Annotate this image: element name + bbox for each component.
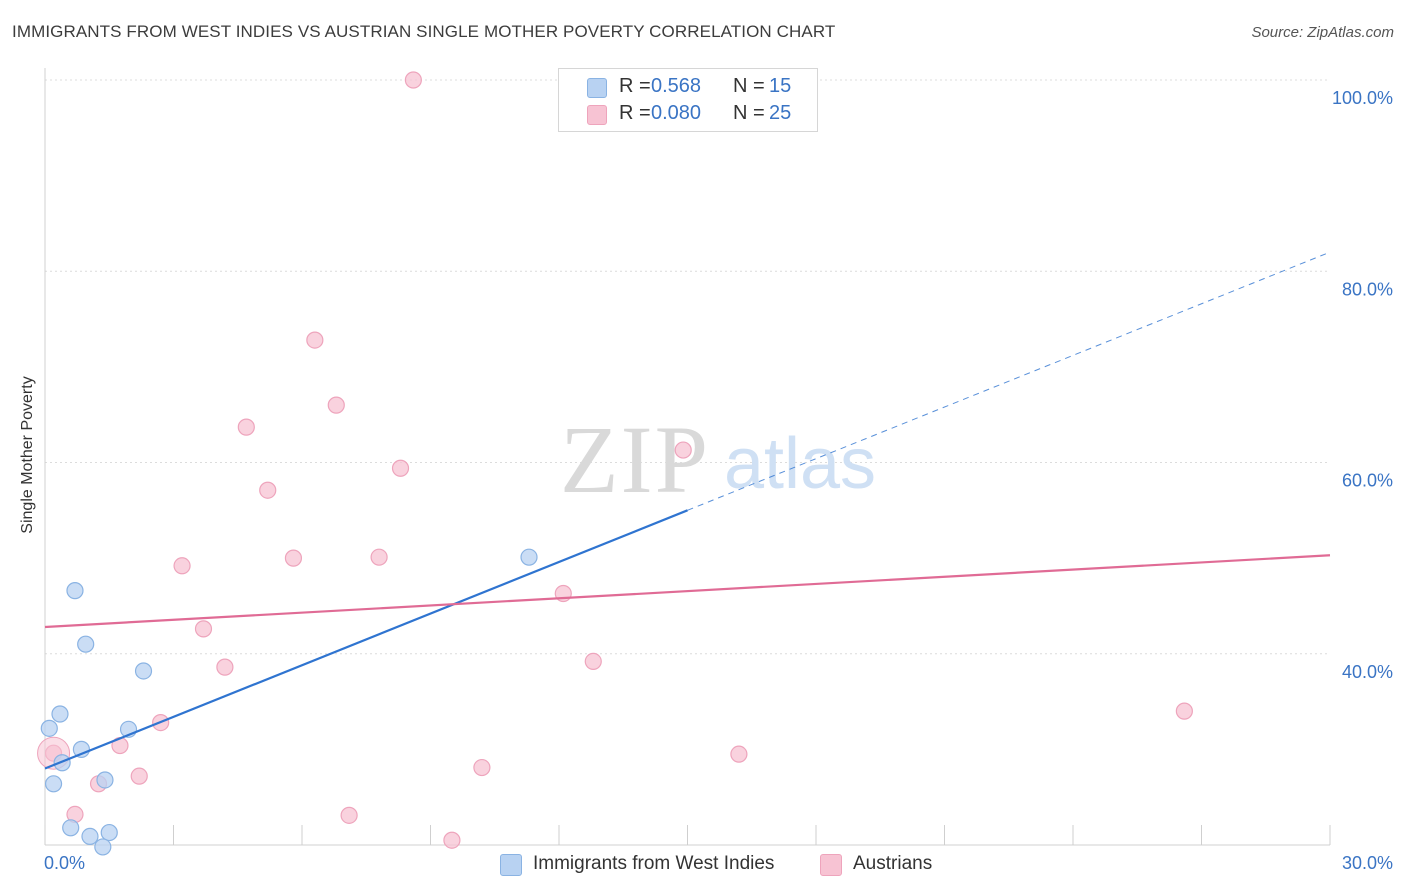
austrians-trend-line [44,554,1331,629]
austrians-point [404,71,422,89]
austrians-point [306,331,324,349]
axes [44,68,1331,846]
watermark-zip: ZIP [560,406,710,513]
austrians-point [327,396,345,414]
west-indies-point [94,838,112,856]
austrians-point [259,481,277,499]
west-indies-point [77,635,95,653]
austrians-point [340,806,358,824]
west-indies-point [96,771,114,789]
west-indies-point [40,719,58,737]
correlation-legend: R = 0.568 N = 15 R = 0.080 N = 25 [558,68,818,132]
series-legend: Immigrants from West Indies Austrians [0,852,1406,878]
legend-r-value: 0.568 [651,75,702,97]
west-indies-point [134,662,153,680]
austrians-point [584,652,602,671]
watermark-atlas: atlas [724,424,876,504]
legend-n-label: N = [733,75,765,97]
chart-title: IMMIGRANTS FROM WEST INDIES VS AUSTRIAN … [12,22,836,41]
legend-swatch-pink [820,854,842,876]
y-tick-label: 80.0% [1342,279,1393,299]
west-indies-point [66,582,84,600]
legend-row-west-indies: R = 0.568 N = 15 [559,73,817,101]
austrians-point [216,658,234,676]
austrians-point [130,767,148,785]
x-tick-label: 30.0% [1342,853,1393,873]
legend-row-austrians: R = 0.080 N = 25 [559,100,817,128]
y-tick-label: 60.0% [1342,471,1393,491]
legend-n-value: 15 [769,75,792,97]
trend-lines [44,251,1331,770]
austrians-point [173,557,191,575]
west-indies-point [81,827,99,845]
austrians-point [674,441,692,459]
west-indies-point [44,775,63,793]
y-tick-label: 100.0% [1332,88,1393,108]
legend-r-value: 0.080 [651,102,702,124]
west-indies-point [520,548,538,566]
austrians-point [370,548,388,566]
austrians-point [391,459,410,477]
west-indies-trend-extension [687,251,1331,511]
y-tick-label: 40.0% [1342,662,1393,682]
austrians-point [1175,702,1193,720]
austrians-point [237,418,255,436]
legend-swatch-pink [587,105,607,125]
source-label: Source: ZipAtlas.com [1251,24,1394,41]
legend-r-label: R = [619,102,651,124]
grid-lines [45,79,1330,655]
tick-labels: 100.0% 80.0% 60.0% 40.0% 0.0% 30.0% [44,88,1393,873]
legend-swatch-blue [500,854,522,876]
austrians-point [730,745,748,763]
legend-swatch-blue [587,78,607,98]
austrians-point [284,549,303,567]
austrians-point [443,831,461,849]
west-indies-points [40,548,538,856]
west-indies-point [51,705,69,723]
legend-n-label: N = [733,102,765,124]
austrians-point [473,758,491,777]
x-tick-label: 0.0% [44,853,85,873]
legend-n-value: 25 [769,102,792,124]
watermark: ZIP atlas [560,406,876,513]
west-indies-trend-line [44,509,688,770]
legend-label: Immigrants from West Indies [533,853,775,874]
legend-label: Austrians [853,853,933,874]
legend-r-label: R = [619,75,651,97]
austrians-point [194,620,213,638]
west-indies-point [62,819,80,837]
west-indies-point [100,823,118,842]
